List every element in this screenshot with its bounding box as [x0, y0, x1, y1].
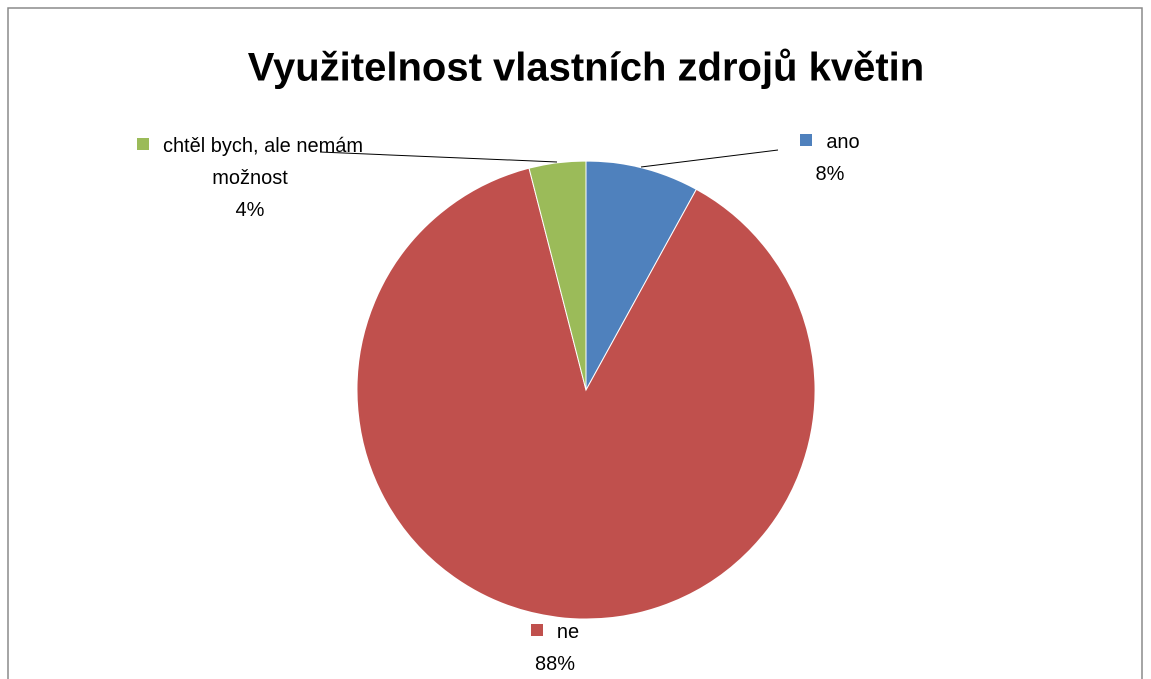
- category-label: ne: [556, 621, 580, 643]
- legend-swatch: [800, 134, 813, 146]
- category-label: chtěl bych, ale nemám možnost: [162, 135, 364, 189]
- legend-swatch: [530, 624, 543, 636]
- pie-slice: [528, 160, 587, 391]
- value-label: 88%: [534, 653, 576, 675]
- data-label: ne 88%: [470, 616, 640, 679]
- pie-slice: [585, 160, 698, 391]
- chart-title: Využitelnost vlastních zdrojů květin: [248, 46, 924, 90]
- leader-line: [319, 151, 558, 163]
- value-label: 4%: [235, 199, 265, 221]
- category-label: ano: [826, 131, 860, 153]
- data-label: chtěl bych, ale nemám možnost 4%: [120, 130, 380, 226]
- pie-slice: [356, 167, 816, 620]
- leader-line: [640, 149, 779, 168]
- legend-swatch: [136, 138, 149, 150]
- data-label: ano 8%: [770, 126, 890, 190]
- value-label: 8%: [815, 163, 845, 185]
